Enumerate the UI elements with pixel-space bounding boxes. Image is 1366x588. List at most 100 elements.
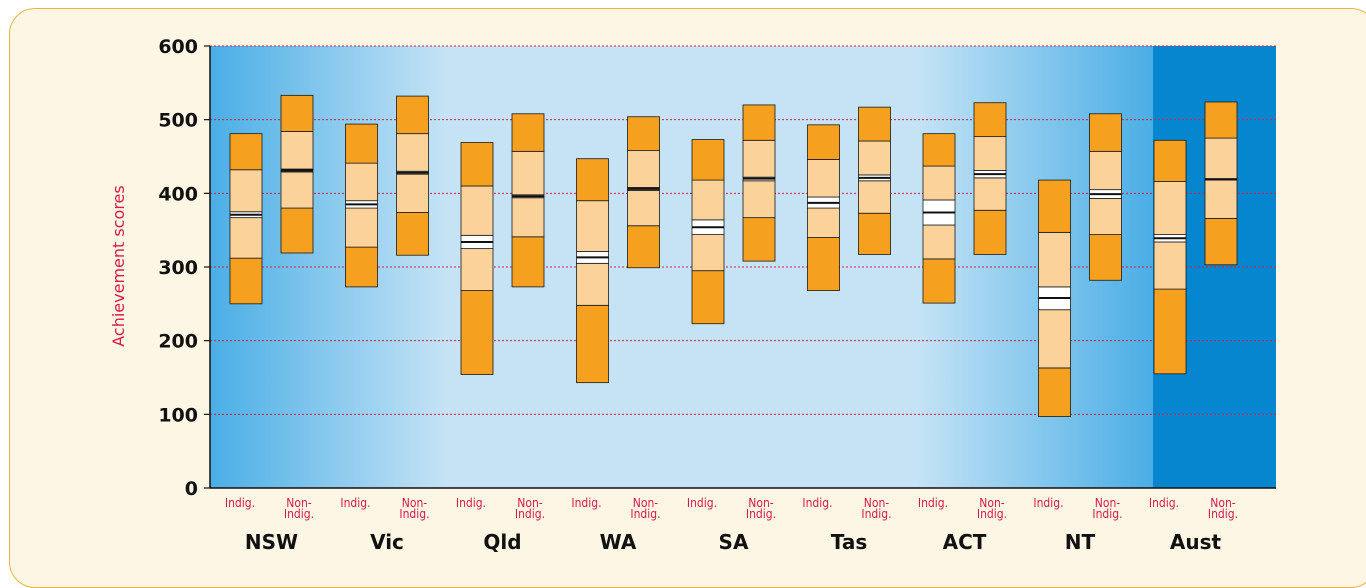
series-label-non-indig: Non- <box>402 496 428 510</box>
group-label-aust: Aust <box>1170 530 1222 554</box>
band-p5-p25 <box>229 257 263 305</box>
band-p75-p95 <box>973 102 1007 138</box>
band-p75-p95 <box>1089 113 1122 152</box>
y-tick-label-200: 200 <box>158 331 198 353</box>
band-p5-p25 <box>858 212 891 255</box>
band-p75-p95 <box>460 142 494 187</box>
box-nt-non-indig <box>1089 113 1122 281</box>
series-label-indig: Indig. <box>1033 496 1063 510</box>
series-label-non-indig: Non- <box>1210 496 1236 510</box>
band-p75-p95 <box>627 116 660 152</box>
series-label-non-indig: Indig. <box>977 507 1007 521</box>
band-p75-p95 <box>280 94 314 132</box>
group-label-qld: Qld <box>483 530 521 554</box>
band-p75-p95 <box>807 124 840 160</box>
band-p25-ci <box>576 262 609 306</box>
band-ci-p75 <box>280 131 314 170</box>
band-ci-p75 <box>691 179 725 221</box>
band-p5-p25 <box>691 270 725 325</box>
y-tick-label-100: 100 <box>158 404 198 426</box>
box-sa-non-indig <box>742 104 776 262</box>
band-ci-p75 <box>576 200 609 252</box>
series-label-non-indig: Non- <box>286 496 312 510</box>
band-ci-p75 <box>1038 231 1071 288</box>
band-p75-p95 <box>858 106 891 142</box>
series-label-non-indig: Non- <box>864 496 890 510</box>
band-p25-ci <box>511 197 545 238</box>
series-label-non-indig: Non- <box>633 496 659 510</box>
band-p25-ci <box>691 234 725 272</box>
band-p75-p95 <box>1153 139 1187 182</box>
box-qld-non-indig <box>511 113 545 288</box>
series-label-non-indig: Indig. <box>515 507 545 521</box>
box-vic-non-indig <box>396 95 429 256</box>
group-label-vic: Vic <box>370 530 404 554</box>
band-p5-p25 <box>396 212 429 256</box>
series-label-non-indig: Indig. <box>861 507 891 521</box>
band-p75-p95 <box>576 158 609 202</box>
band-p5-p25 <box>1038 367 1071 417</box>
band-p25-ci <box>742 180 776 219</box>
band-p75-p95 <box>229 133 263 171</box>
series-label-indig: Indig. <box>225 496 255 510</box>
series-label-non-indig: Indig. <box>1092 507 1122 521</box>
box-aust-non-indig <box>1204 101 1238 266</box>
band-p25-ci <box>460 248 494 291</box>
band-p5-p25 <box>511 236 545 288</box>
band-p75-p95 <box>1038 179 1071 233</box>
series-label-non-indig: Non- <box>979 496 1005 510</box>
band-p75-p95 <box>396 95 429 135</box>
box-nsw-indig <box>229 133 263 305</box>
series-label-non-indig: Non- <box>1095 496 1121 510</box>
band-p25-ci <box>1204 179 1238 219</box>
band-p75-p95 <box>345 123 378 164</box>
band-ci-p75 <box>1089 150 1122 191</box>
band-p75-p95 <box>1204 101 1238 139</box>
box-act-non-indig <box>973 102 1007 255</box>
band-p5-p25 <box>627 225 660 269</box>
box-aust-indig <box>1153 139 1187 375</box>
band-ci-p75 <box>511 150 545 196</box>
band-ci-p75 <box>229 169 263 213</box>
band-p5-p25 <box>973 209 1007 255</box>
band-p5-p25 <box>742 217 776 262</box>
band-p25-ci <box>1038 309 1071 369</box>
y-axis-title: Achievement scores <box>109 185 128 346</box>
band-ci-p75 <box>396 133 429 172</box>
band-p25-ci <box>1089 198 1122 235</box>
series-label-indig: Indig. <box>1149 496 1179 510</box>
band-p25-ci <box>807 207 840 238</box>
band-p5-p25 <box>280 207 314 254</box>
band-p5-p25 <box>922 258 956 304</box>
band-ci-p75 <box>807 159 840 198</box>
box-qld-indig <box>460 142 494 375</box>
band-p25-ci <box>396 173 429 213</box>
band-ci-p75 <box>922 165 956 201</box>
series-label-non-indig: Indig. <box>1208 507 1238 521</box>
y-tick-label-600: 600 <box>158 36 198 58</box>
band-ci-p75 <box>858 140 891 176</box>
series-label-non-indig: Indig. <box>630 507 660 521</box>
band-ci-p75 <box>1153 181 1187 235</box>
box-nsw-non-indig <box>280 94 314 254</box>
band-p75-p95 <box>742 104 776 141</box>
group-label-act: ACT <box>943 530 987 554</box>
band-p5-p25 <box>1153 288 1187 375</box>
band-ci-p75 <box>345 162 378 202</box>
group-label-nsw: NSW <box>245 530 298 554</box>
box-tas-indig <box>807 124 840 291</box>
group-label-wa: WA <box>600 530 637 554</box>
band-p5-p25 <box>1089 234 1122 281</box>
box-act-indig <box>922 133 956 304</box>
y-tick-label-500: 500 <box>158 110 198 132</box>
series-label-indig: Indig. <box>687 496 717 510</box>
box-tas-non-indig <box>858 106 891 255</box>
band-p5-p25 <box>807 237 840 291</box>
box-wa-non-indig <box>627 116 660 269</box>
band-p25-ci <box>280 171 314 209</box>
band-ci-p75 <box>627 150 660 188</box>
group-label-tas: Tas <box>831 530 867 554</box>
band-p25-ci <box>858 180 891 214</box>
band-p25-ci <box>1153 241 1187 290</box>
